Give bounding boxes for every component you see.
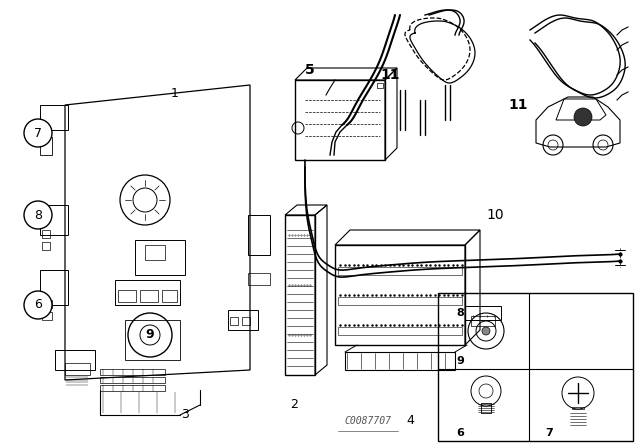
Bar xyxy=(438,293,633,441)
Text: 9: 9 xyxy=(146,328,154,341)
Text: 11: 11 xyxy=(380,68,400,82)
Text: 7: 7 xyxy=(545,428,553,438)
Circle shape xyxy=(24,201,52,229)
Text: 3: 3 xyxy=(181,409,189,422)
Text: 10: 10 xyxy=(486,208,504,222)
Bar xyxy=(65,363,90,375)
Bar xyxy=(248,273,270,285)
Bar xyxy=(42,230,50,238)
Bar xyxy=(228,310,258,330)
Circle shape xyxy=(24,291,52,319)
Bar xyxy=(242,317,250,325)
Bar xyxy=(40,205,68,235)
Bar xyxy=(377,83,383,88)
Bar xyxy=(125,320,180,360)
Circle shape xyxy=(24,119,52,147)
Bar xyxy=(295,80,385,160)
Bar xyxy=(55,350,95,370)
Text: 6: 6 xyxy=(34,298,42,311)
Bar xyxy=(338,267,462,275)
Text: 11: 11 xyxy=(508,98,528,112)
Bar xyxy=(118,290,136,302)
Text: 6: 6 xyxy=(456,428,464,438)
Bar xyxy=(465,306,501,320)
Bar xyxy=(338,327,462,335)
Circle shape xyxy=(574,108,592,126)
Circle shape xyxy=(482,327,490,335)
Bar xyxy=(145,245,165,260)
Bar xyxy=(100,377,165,383)
Bar xyxy=(42,312,52,320)
Bar xyxy=(115,280,180,305)
Text: 5: 5 xyxy=(305,63,315,77)
Text: C0087707: C0087707 xyxy=(344,416,392,426)
Bar xyxy=(42,300,52,308)
Bar xyxy=(40,270,68,305)
Bar xyxy=(572,407,584,409)
Text: 8: 8 xyxy=(34,208,42,221)
Text: 9: 9 xyxy=(456,356,464,366)
Bar xyxy=(100,385,165,391)
Bar xyxy=(248,215,270,255)
Bar xyxy=(100,369,165,375)
Bar xyxy=(338,297,462,305)
Bar xyxy=(285,215,315,375)
Text: 1: 1 xyxy=(171,86,179,99)
Bar xyxy=(42,126,50,132)
Text: 4: 4 xyxy=(406,414,414,426)
Bar xyxy=(140,290,158,302)
Bar xyxy=(481,403,491,413)
Bar xyxy=(345,352,455,370)
Bar xyxy=(230,317,238,325)
Bar xyxy=(40,105,68,130)
Bar xyxy=(162,290,177,302)
Bar xyxy=(135,240,185,275)
Bar xyxy=(42,242,50,250)
Bar xyxy=(40,137,52,155)
Text: 8: 8 xyxy=(456,308,464,318)
Text: 2: 2 xyxy=(290,399,298,412)
Bar xyxy=(335,245,465,345)
Bar xyxy=(471,316,495,326)
Text: 7: 7 xyxy=(34,126,42,139)
